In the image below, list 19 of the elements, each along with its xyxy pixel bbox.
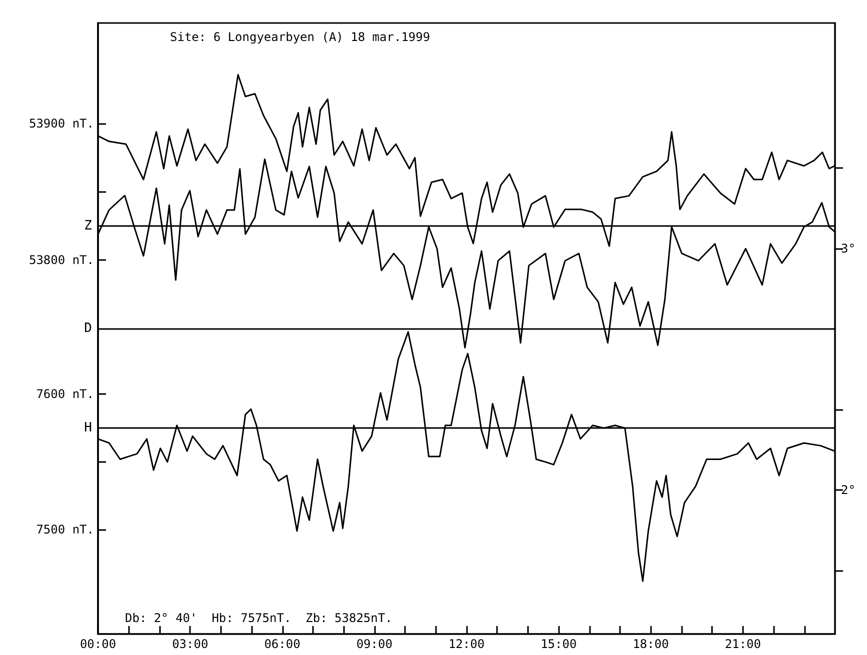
x-tick-label: 09:00 xyxy=(356,637,392,651)
x-tick-label: 06:00 xyxy=(264,637,300,651)
y3-tick-label: 7500 nT. xyxy=(36,522,94,537)
x-tick-label: 15:00 xyxy=(540,637,577,651)
ref-line-label: H xyxy=(84,420,92,436)
y2-tick-label: 2° xyxy=(841,483,856,498)
x-tick-label: 12:00 xyxy=(448,637,485,651)
x-tick-label: 21:00 xyxy=(724,637,761,651)
y2-tick-label: 3° xyxy=(841,242,856,256)
x-tick-label: 18:00 xyxy=(632,637,669,651)
annotation: Db: 2° 40' Hb: 7575nT. Zb: 53825nT. xyxy=(125,611,392,625)
y-tick-label: 53900 nT. xyxy=(28,116,94,131)
y3-tick-label: 7600 nT. xyxy=(36,387,94,402)
x-tick-label: 00:00 xyxy=(80,637,116,651)
ref-line-label: D xyxy=(84,320,92,336)
text: Site: 6 Longyearbyen (A) 18 mar.1999 xyxy=(170,30,430,44)
x-tick-label: 03:00 xyxy=(172,637,208,651)
ref-line-label: Z xyxy=(84,218,92,234)
y-tick-label: 53800 nT. xyxy=(28,252,94,267)
